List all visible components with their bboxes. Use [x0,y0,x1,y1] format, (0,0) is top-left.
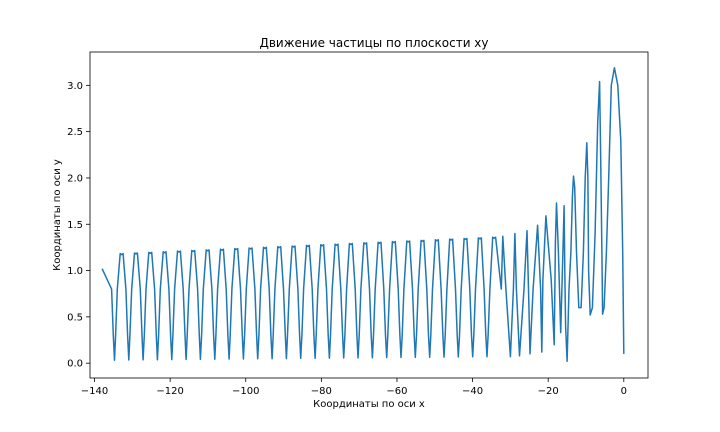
y-tick-label: 0.0 [67,359,83,370]
x-tick-label: −100 [232,386,259,397]
x-tick-label: −120 [156,386,183,397]
y-axis-label: Координаты по оси y [52,159,63,271]
x-axis-label: Координаты по оси x [313,399,425,410]
x-tick-label: −140 [81,386,108,397]
y-tick-label: 0.5 [67,312,83,323]
x-tick-label: −60 [386,386,407,397]
y-tick-label: 2.0 [67,173,83,184]
y-tick-label: 2.5 [67,127,83,138]
trajectory-line [101,66,625,363]
x-tick-label: 0 [621,386,627,397]
y-axis-ticks: 0.0 0.5 1.0 1.5 2.0 2.5 3.0 [67,81,90,370]
chart-title: Движение частицы по плоскости xy [259,36,488,50]
x-tick-label: −40 [462,386,483,397]
plot-area [89,51,649,379]
x-axis-ticks: −140 −120 −100 −80 −60 −40 −20 0 [81,378,627,397]
y-tick-label: 3.0 [67,81,83,92]
y-tick-label: 1.5 [67,220,83,231]
x-tick-label: −20 [538,386,559,397]
y-tick-label: 1.0 [67,266,83,277]
x-tick-label: −80 [311,386,332,397]
